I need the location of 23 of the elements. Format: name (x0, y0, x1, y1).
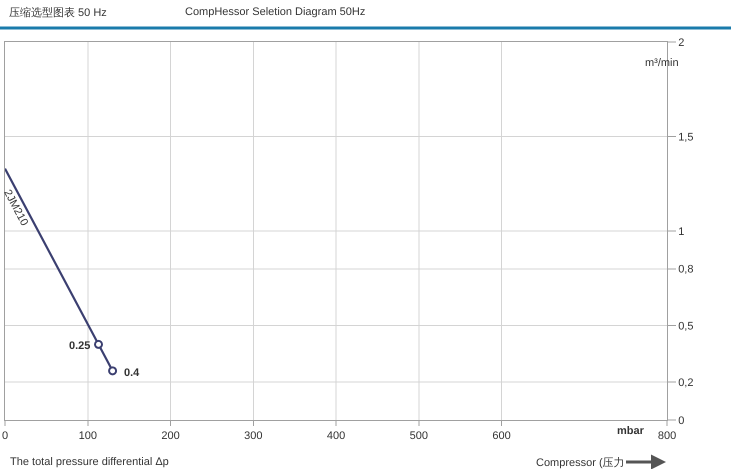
x-tick-label: 800 (658, 430, 676, 442)
x-tick-label: 100 (78, 430, 97, 442)
x-tick-label: 300 (244, 430, 262, 442)
x-tick-label: 0 (2, 430, 8, 442)
chart-title: 压缩选型图表 50 Hz (9, 6, 107, 19)
annotation: 0.25 (69, 340, 90, 352)
x-tick-label: 400 (326, 430, 346, 442)
text: The total pressure differential Δp (10, 456, 169, 468)
y-axis-title: m³/min (645, 57, 679, 69)
chart-subtitle: CompHessor Seletion Diagram 50Hz (185, 6, 366, 18)
y-tick-label: 1,5 (678, 131, 694, 144)
text: Compressor (压力 (536, 456, 625, 469)
y-tick-label: 0 (678, 414, 684, 427)
y-tick-label: 0,2 (678, 377, 694, 390)
x-tick-label: 200 (161, 430, 180, 442)
x-tick-label: 500 (410, 430, 428, 442)
y-tick-label: 0,5 (678, 320, 694, 332)
x-axis-title: mbar (617, 425, 645, 437)
annotation: 0.4 (124, 367, 140, 379)
x-tick-label: 600 (492, 430, 511, 442)
y-tick-label: 0,8 (678, 264, 694, 276)
y-tick-label: 2 (678, 36, 684, 49)
y-tick-label: 1 (678, 226, 684, 238)
